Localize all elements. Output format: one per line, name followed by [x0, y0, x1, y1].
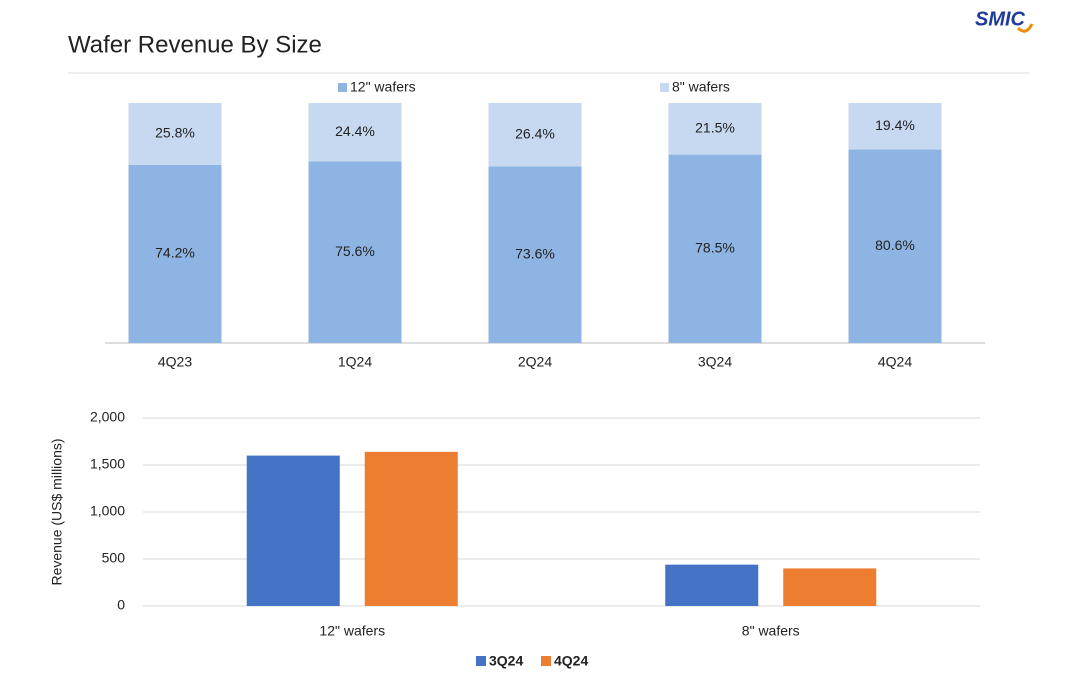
- x-tick-label: 8" wafers: [742, 623, 800, 639]
- logo: SMIC: [975, 8, 1026, 30]
- bar: [246, 455, 340, 606]
- bar: [783, 568, 877, 606]
- x-tick-label: 3Q24: [698, 354, 732, 370]
- bar-segment: [848, 149, 942, 343]
- legend-label: 4Q24: [554, 653, 588, 669]
- bar-segment: [668, 103, 762, 155]
- y-tick-label: 1,500: [90, 456, 125, 472]
- bar-segment: [308, 161, 402, 343]
- data-label: 26.4%: [515, 125, 555, 141]
- data-label: 73.6%: [515, 245, 555, 261]
- bar-segment: [848, 103, 942, 150]
- bar: [364, 451, 458, 606]
- x-tick-label: 1Q24: [338, 354, 372, 370]
- logo-swoosh: [1016, 23, 1034, 33]
- data-label: 75.6%: [335, 243, 375, 259]
- x-tick-label: 12" wafers: [319, 623, 385, 639]
- bar-segment: [128, 164, 222, 343]
- legend-swatch: [338, 83, 347, 92]
- y-tick-label: 0: [117, 597, 125, 613]
- data-label: 78.5%: [695, 240, 735, 256]
- bar: [665, 564, 759, 606]
- bar-segment: [668, 154, 762, 343]
- legend-label: 3Q24: [489, 653, 523, 669]
- bar-segment: [308, 103, 402, 162]
- legend-swatch: [541, 656, 551, 666]
- data-label: 74.2%: [155, 245, 195, 261]
- y-tick-label: 1,000: [90, 503, 125, 519]
- y-tick-label: 2,000: [90, 409, 125, 425]
- data-label: 24.4%: [335, 123, 375, 139]
- legend-swatch: [476, 656, 486, 666]
- bar-segment: [128, 103, 222, 165]
- y-axis-label: Revenue (US$ millions): [49, 438, 65, 585]
- data-label: 25.8%: [155, 125, 195, 141]
- bar-segment: [488, 103, 582, 167]
- slide-title: Wafer Revenue By Size: [68, 31, 322, 58]
- data-label: 80.6%: [875, 237, 915, 253]
- bar-segment: [488, 166, 582, 343]
- legend-swatch: [660, 83, 669, 92]
- y-tick-label: 500: [102, 550, 126, 566]
- data-label: 21.5%: [695, 120, 735, 136]
- x-tick-label: 4Q23: [158, 354, 192, 370]
- x-tick-label: 2Q24: [518, 354, 552, 370]
- data-label: 19.4%: [875, 117, 915, 133]
- legend-label: 8" wafers: [672, 79, 730, 95]
- legend-label: 12" wafers: [350, 79, 416, 95]
- x-tick-label: 4Q24: [878, 354, 912, 370]
